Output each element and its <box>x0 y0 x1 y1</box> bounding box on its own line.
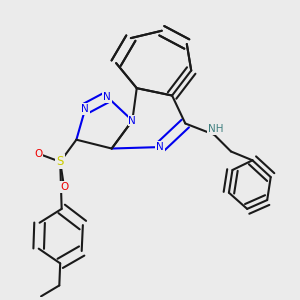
Text: S: S <box>56 155 64 168</box>
Text: NH: NH <box>208 124 224 134</box>
Text: N: N <box>81 104 89 114</box>
Text: O: O <box>34 148 42 158</box>
Text: N: N <box>128 116 136 126</box>
Text: O: O <box>60 182 68 192</box>
Text: N: N <box>103 92 111 102</box>
Text: N: N <box>156 142 164 152</box>
